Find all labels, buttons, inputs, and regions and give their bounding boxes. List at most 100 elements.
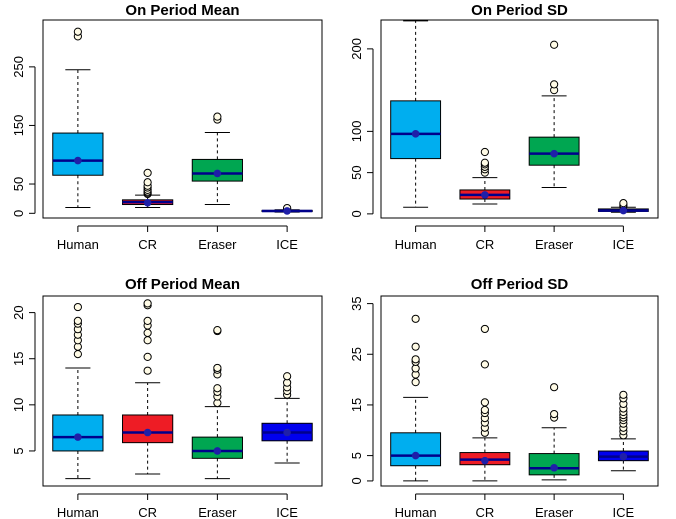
outlier-point bbox=[213, 112, 222, 121]
y-tick-label: 20 bbox=[11, 305, 26, 319]
y-tick-label: 25 bbox=[349, 347, 364, 361]
box-human bbox=[52, 302, 104, 480]
box-eraser bbox=[191, 326, 243, 480]
x-tick-label: CR bbox=[475, 505, 494, 519]
plot-frame bbox=[42, 19, 323, 219]
x-tick-label: ICE bbox=[276, 237, 298, 252]
box-body bbox=[52, 132, 104, 176]
outlier-point bbox=[480, 360, 489, 369]
x-tick-label: CR bbox=[138, 505, 157, 519]
plot-frame bbox=[380, 295, 659, 487]
mean-point bbox=[283, 428, 291, 437]
box-cr bbox=[122, 299, 174, 475]
mean-point bbox=[74, 156, 82, 165]
box-cr bbox=[459, 147, 511, 205]
mean-point bbox=[619, 206, 628, 215]
mean-point bbox=[550, 463, 558, 472]
outlier-point bbox=[619, 199, 628, 208]
outlier-point bbox=[480, 147, 489, 157]
chart-panel-2: On Period SD 0 50 100 200 Human CR Eraser ICE bbox=[349, 2, 659, 252]
x-tick-label: Human bbox=[57, 505, 99, 519]
outlier-point bbox=[213, 384, 222, 393]
outlier-point bbox=[143, 168, 152, 177]
chart-title: On Period Mean bbox=[125, 2, 239, 19]
x-tick-label: CR bbox=[475, 237, 494, 252]
outlier-point bbox=[213, 363, 222, 373]
y-tick-label: 200 bbox=[349, 38, 364, 60]
y-tick-label: 0 bbox=[349, 477, 364, 484]
y-tick-label: 0 bbox=[11, 210, 26, 217]
box-eraser bbox=[528, 40, 580, 188]
outlier-point bbox=[411, 378, 420, 387]
x-tick-label: ICE bbox=[613, 505, 635, 519]
outlier-point bbox=[480, 405, 489, 415]
y-tick-label: 15 bbox=[349, 398, 364, 412]
mean-point bbox=[481, 456, 489, 465]
y-tick-label: 35 bbox=[349, 296, 364, 310]
x-tick-label: ICE bbox=[613, 237, 635, 252]
outlier-point bbox=[411, 314, 420, 323]
outlier-point bbox=[550, 80, 559, 89]
mean-point bbox=[143, 428, 152, 437]
outlier-point bbox=[411, 355, 420, 364]
y-tick-label: 150 bbox=[11, 115, 26, 137]
outlier-point bbox=[73, 302, 82, 312]
mean-point bbox=[619, 452, 628, 461]
y-tick-label: 5 bbox=[11, 447, 26, 454]
mean-point bbox=[213, 447, 222, 455]
outlier-point bbox=[213, 326, 222, 335]
x-tick-label: Eraser bbox=[535, 505, 574, 519]
chart-title: Off Period SD bbox=[471, 276, 569, 293]
x-tick-label: Eraser bbox=[198, 505, 237, 519]
mean-point bbox=[143, 198, 152, 207]
box-body bbox=[390, 100, 442, 160]
x-tick-label: CR bbox=[138, 237, 157, 252]
x-tick-label: Human bbox=[395, 505, 437, 519]
chart-title: Off Period Mean bbox=[125, 276, 240, 293]
outlier-point bbox=[73, 316, 82, 326]
plot-frame bbox=[42, 295, 323, 487]
x-tick-label: ICE bbox=[276, 505, 298, 519]
box-body bbox=[52, 414, 104, 452]
outlier-point bbox=[143, 366, 152, 375]
y-tick-label: 10 bbox=[11, 398, 26, 412]
y-tick-label: 5 bbox=[349, 452, 364, 459]
chart-panel-1: On Period Mean 0 50 150 250 Human CR Eraser ICE bbox=[11, 2, 323, 252]
outlier-point bbox=[143, 316, 152, 326]
outlier-point bbox=[283, 372, 292, 381]
box-cr bbox=[122, 168, 174, 208]
box-cr bbox=[459, 324, 511, 482]
box-human bbox=[390, 20, 442, 208]
outlier-point bbox=[550, 40, 559, 49]
box-ice bbox=[261, 372, 313, 464]
mean-point bbox=[411, 130, 420, 138]
box-eraser bbox=[528, 383, 580, 481]
outlier-point bbox=[550, 409, 559, 419]
outlier-point bbox=[480, 324, 489, 334]
outlier-point bbox=[480, 398, 489, 407]
chart-panel-3: Off Period Mean 5 10 15 20 Human CR Eraser ICE bbox=[11, 276, 323, 519]
x-tick-label: Human bbox=[395, 237, 437, 252]
plot-frame bbox=[380, 19, 659, 219]
outlier-point bbox=[143, 328, 152, 337]
x-tick-label: Eraser bbox=[198, 237, 237, 252]
x-tick-label: Human bbox=[57, 237, 99, 252]
box-ice bbox=[261, 203, 313, 215]
mean-point bbox=[411, 451, 420, 460]
outlier-point bbox=[73, 350, 82, 359]
box-body bbox=[390, 432, 442, 467]
outlier-point bbox=[619, 390, 628, 399]
mean-point bbox=[213, 169, 222, 178]
outlier-point bbox=[143, 352, 152, 361]
chart-title: On Period SD bbox=[471, 2, 568, 19]
outlier-point bbox=[143, 178, 152, 187]
y-tick-label: 250 bbox=[11, 56, 26, 78]
y-tick-label: 50 bbox=[349, 165, 364, 179]
mean-point bbox=[481, 191, 489, 199]
box-human bbox=[390, 314, 442, 482]
outlier-point bbox=[411, 342, 420, 351]
box-eraser bbox=[191, 112, 243, 206]
mean-point bbox=[74, 433, 82, 441]
y-tick-label: 100 bbox=[349, 121, 364, 143]
mean-point bbox=[550, 149, 558, 158]
